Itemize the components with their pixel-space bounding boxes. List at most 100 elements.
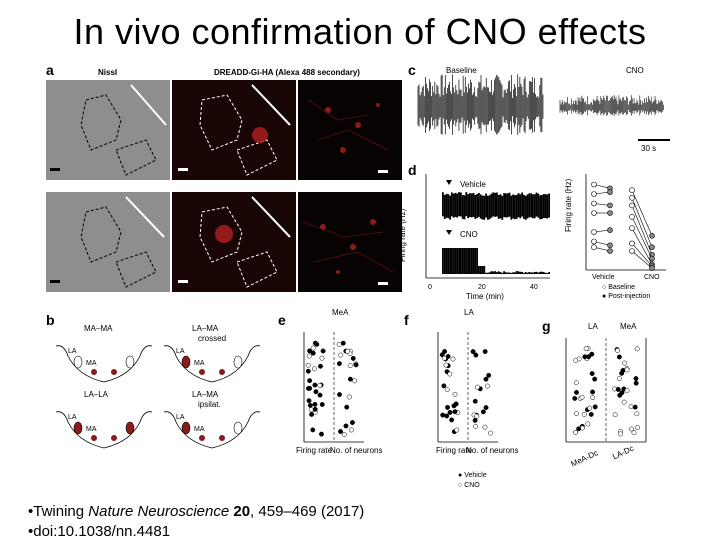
cno-point [585, 421, 591, 427]
vehicle-bar [537, 193, 540, 218]
vehicle-bar [487, 195, 489, 220]
cno-point [345, 348, 350, 354]
cno-bar [445, 248, 448, 274]
baseline-point [591, 229, 597, 235]
citation-line: •Twining Nature Neuroscience 20, 459–469… [28, 503, 365, 520]
vehicle-point [336, 361, 342, 367]
cno-bar [479, 266, 482, 274]
cno-point [310, 345, 316, 351]
panel-d-paired [585, 174, 666, 271]
baseline-point [629, 248, 635, 254]
cno-bar [460, 248, 462, 274]
vehicle-bar [532, 194, 534, 219]
brain-outline [163, 411, 261, 449]
vehicle-bar [503, 193, 505, 218]
baseline-point [591, 200, 597, 207]
vehicle-bar [515, 194, 518, 219]
vehicle-bar [506, 193, 509, 218]
cno-point [581, 411, 587, 417]
panel-f-letter: f [404, 312, 409, 328]
vehicle-bar [449, 195, 451, 220]
cno-bar [465, 248, 468, 274]
ma-label: MA [194, 426, 205, 433]
cno-bar [517, 271, 520, 274]
vehicle-bar [479, 194, 482, 219]
cno-bar [519, 271, 522, 274]
vehicle-bar [465, 192, 468, 217]
vehicle-bar [472, 192, 475, 217]
cno-bar [487, 272, 489, 274]
post-point [607, 202, 613, 209]
panel-a-dreadd-label: DREADD-Gi-HA (Alexa 488 secondary) [214, 68, 360, 77]
cno-bar [533, 271, 536, 274]
vehicle-point [318, 363, 323, 369]
cno-bar [514, 272, 516, 274]
d-right-xtick: CNO [644, 274, 660, 281]
d-xtick: 0 [428, 284, 432, 291]
cno-point [444, 387, 450, 393]
cno-bar [506, 272, 509, 274]
vehicle-point [486, 372, 492, 378]
vehicle-point [633, 380, 639, 386]
vehicle-bar [542, 194, 545, 219]
vehicle-bar [478, 192, 480, 217]
cno-bar [541, 271, 543, 274]
vehicle-bar [526, 194, 529, 219]
vehicle-point [314, 341, 320, 347]
panel-c-scale: 30 s [641, 144, 657, 153]
right-nucleus [233, 421, 243, 435]
f-legend-vehicle: ● Vehicle [458, 472, 487, 479]
vehicle-point [309, 411, 315, 417]
cno-bar [542, 272, 545, 274]
panel-g-letter: g [542, 318, 551, 334]
vehicle-bar [528, 193, 531, 218]
vehicle-bar [458, 192, 460, 217]
vehicle-bar [496, 192, 498, 217]
vehicle-point [307, 378, 313, 384]
cno-bar [452, 248, 455, 274]
ma-label: MA [194, 360, 205, 367]
cno-bar [537, 272, 540, 274]
vehicle-bar [533, 194, 536, 219]
vehicle-point [632, 404, 638, 410]
vehicle-point [470, 349, 476, 355]
vehicle-point [305, 368, 311, 374]
vehicle-bar [469, 193, 471, 218]
panel-c-traces [417, 74, 670, 141]
panel-d-ylabel: Firing rate (Hz) [398, 208, 407, 262]
vehicle-point [310, 350, 316, 356]
cno-point [631, 430, 637, 436]
baseline-point [629, 202, 635, 209]
cno-bar [458, 248, 460, 274]
dreadd-image-bottom [172, 192, 296, 292]
g-xlabel-1: MeA-Dc [569, 448, 600, 469]
panel-d-right-ylabel: Firing rate (Hz) [564, 178, 573, 232]
vehicle-point [440, 412, 446, 418]
vehicle-bar [467, 194, 469, 219]
cno-point [622, 360, 628, 366]
f-xlabel-2: No. of neurons [466, 446, 519, 455]
ma-label: MA [86, 426, 97, 433]
vehicle-point [350, 355, 356, 361]
doi-line: •doi:10.1038/nn.4481 [28, 523, 171, 540]
cno-bar [478, 266, 480, 274]
brain-outline [55, 411, 153, 449]
vehicle-point [439, 352, 445, 358]
f-legend-cno: ○ CNO [458, 482, 480, 489]
dreadd-image-top [172, 80, 296, 180]
cno-bar [548, 272, 550, 274]
e-xlabel-1: Firing rate [296, 446, 333, 455]
left-nucleus [181, 355, 191, 369]
slide-title: In vivo confirmation of CNO effects [73, 11, 647, 52]
post-point [607, 248, 613, 254]
vehicle-bar [461, 194, 464, 219]
left-target [91, 435, 97, 441]
panel-a-nissl-label: Nissl [98, 68, 118, 77]
panel-e-plot [303, 332, 364, 443]
vehicle-point [472, 398, 478, 404]
cno-bar [546, 272, 549, 274]
vehicle-bar [523, 194, 525, 219]
cno-bar [501, 272, 504, 274]
cno-point [621, 399, 627, 405]
f-xlabel-1: Firing rate [436, 446, 473, 455]
